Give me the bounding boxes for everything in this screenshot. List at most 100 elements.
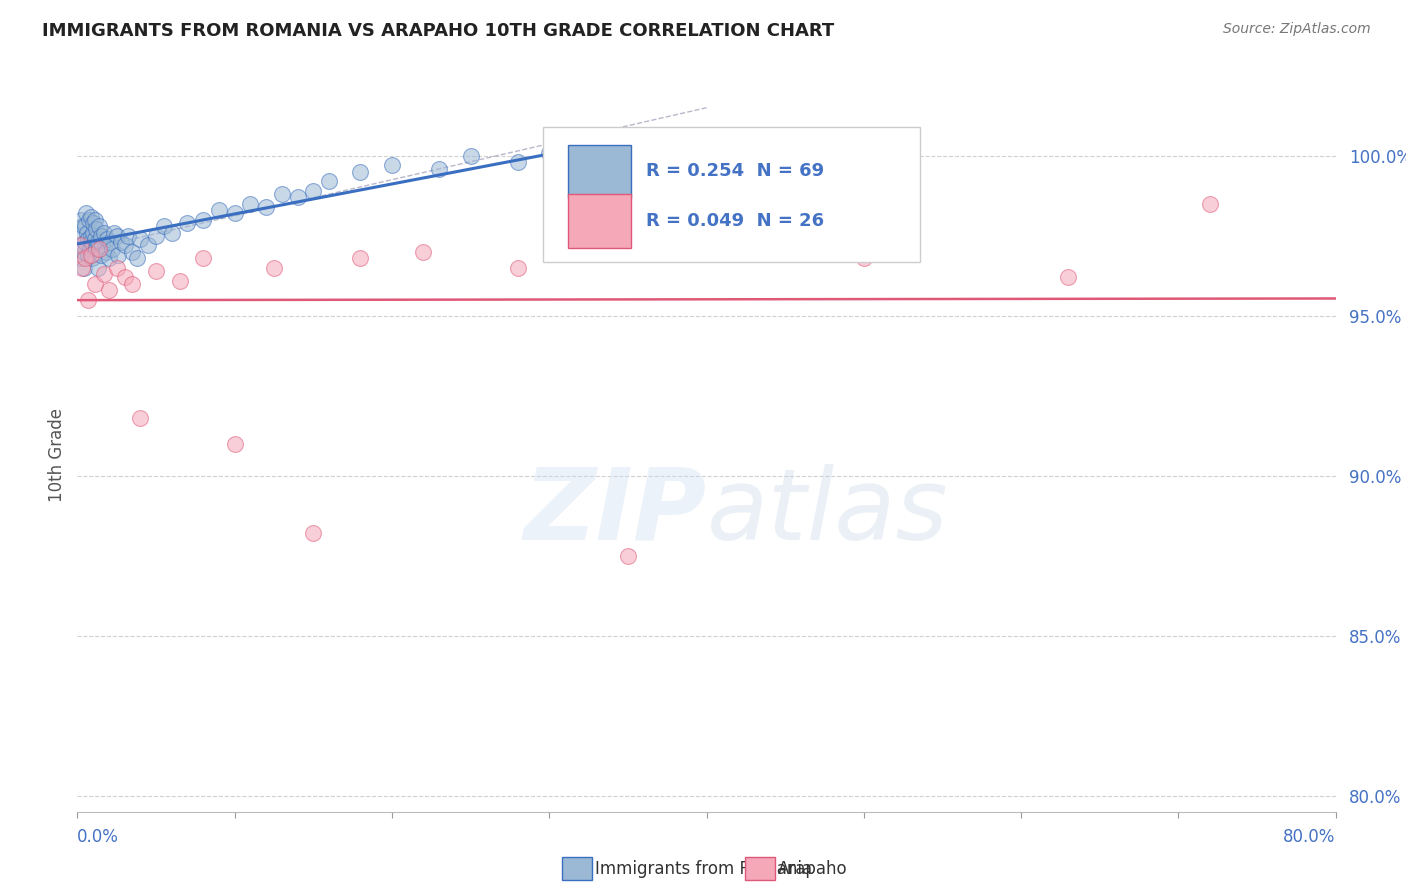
Point: [83, 212, 105, 227]
Point: [191, 212, 215, 227]
Point: [80, 210, 103, 224]
Point: [263, 260, 285, 275]
Point: [70, 260, 93, 275]
Point: [70, 212, 93, 227]
Point: [287, 190, 309, 204]
Y-axis label: 10th Grade: 10th Grade: [48, 408, 66, 502]
Point: [82, 226, 104, 240]
Point: [412, 244, 434, 259]
Point: [129, 411, 152, 425]
Point: [98, 235, 121, 249]
Point: [97, 283, 120, 297]
Point: [127, 251, 149, 265]
Point: [506, 155, 529, 169]
Point: [90, 248, 112, 262]
Text: ZIP: ZIP: [523, 464, 707, 560]
Text: Source: ZipAtlas.com: Source: ZipAtlas.com: [1223, 22, 1371, 37]
Point: [302, 184, 325, 198]
Point: [105, 260, 128, 275]
Text: atlas: atlas: [707, 464, 948, 560]
Point: [72, 260, 94, 275]
Text: 0.0%: 0.0%: [77, 828, 120, 846]
Point: [160, 226, 183, 240]
Point: [506, 260, 529, 275]
Point: [121, 277, 143, 291]
Point: [169, 273, 191, 287]
Point: [69, 228, 91, 243]
Point: [114, 238, 136, 252]
Point: [427, 161, 450, 176]
Point: [82, 216, 104, 230]
Text: Immigrants from Romania: Immigrants from Romania: [595, 860, 811, 878]
Point: [349, 251, 371, 265]
Point: [77, 212, 100, 227]
Point: [176, 216, 198, 230]
Point: [75, 235, 97, 249]
Point: [82, 251, 104, 265]
Point: [80, 235, 103, 249]
Text: IMMIGRANTS FROM ROMANIA VS ARAPAHO 10TH GRADE CORRELATION CHART: IMMIGRANTS FROM ROMANIA VS ARAPAHO 10TH …: [42, 22, 834, 40]
Point: [208, 203, 231, 218]
Point: [224, 436, 246, 450]
Point: [83, 232, 105, 246]
Point: [117, 228, 139, 243]
Point: [107, 248, 129, 262]
Point: [72, 219, 94, 233]
Point: [70, 238, 93, 252]
Point: [103, 226, 125, 240]
Point: [153, 219, 176, 233]
FancyBboxPatch shape: [568, 145, 631, 198]
Point: [90, 228, 112, 243]
Text: R = 0.254  N = 69: R = 0.254 N = 69: [647, 162, 824, 180]
Point: [852, 251, 875, 265]
Point: [89, 219, 111, 233]
Point: [239, 196, 262, 211]
Point: [84, 222, 107, 236]
Point: [94, 244, 117, 259]
FancyBboxPatch shape: [543, 127, 921, 262]
Point: [93, 226, 115, 240]
Point: [75, 219, 97, 233]
Point: [93, 267, 115, 281]
Point: [129, 232, 152, 246]
Point: [191, 251, 215, 265]
Point: [254, 200, 277, 214]
Text: 80.0%: 80.0%: [1284, 828, 1336, 846]
Point: [80, 248, 103, 262]
Point: [121, 244, 143, 259]
Point: [145, 264, 167, 278]
Point: [87, 235, 110, 249]
Point: [82, 238, 104, 252]
Point: [381, 158, 404, 172]
Point: [617, 152, 640, 166]
Point: [75, 206, 97, 220]
Point: [73, 244, 96, 259]
Text: Arapaho: Arapaho: [778, 860, 848, 878]
Point: [80, 228, 103, 243]
Point: [87, 260, 110, 275]
Point: [69, 251, 91, 265]
Point: [1198, 196, 1220, 211]
Point: [83, 277, 105, 291]
Point: [101, 242, 124, 256]
FancyBboxPatch shape: [568, 194, 631, 248]
Point: [76, 226, 98, 240]
Point: [105, 228, 128, 243]
Point: [460, 149, 482, 163]
Point: [270, 187, 292, 202]
Point: [77, 293, 100, 307]
Point: [145, 228, 167, 243]
Point: [538, 145, 561, 160]
Point: [349, 165, 371, 179]
Point: [75, 251, 97, 265]
Point: [96, 232, 118, 246]
Point: [84, 242, 107, 256]
Point: [97, 251, 120, 265]
Point: [76, 248, 98, 262]
Point: [77, 232, 100, 246]
Point: [110, 235, 132, 249]
Text: R = 0.049  N = 26: R = 0.049 N = 26: [647, 212, 824, 230]
Point: [318, 174, 340, 188]
Point: [114, 270, 136, 285]
Point: [91, 238, 114, 252]
